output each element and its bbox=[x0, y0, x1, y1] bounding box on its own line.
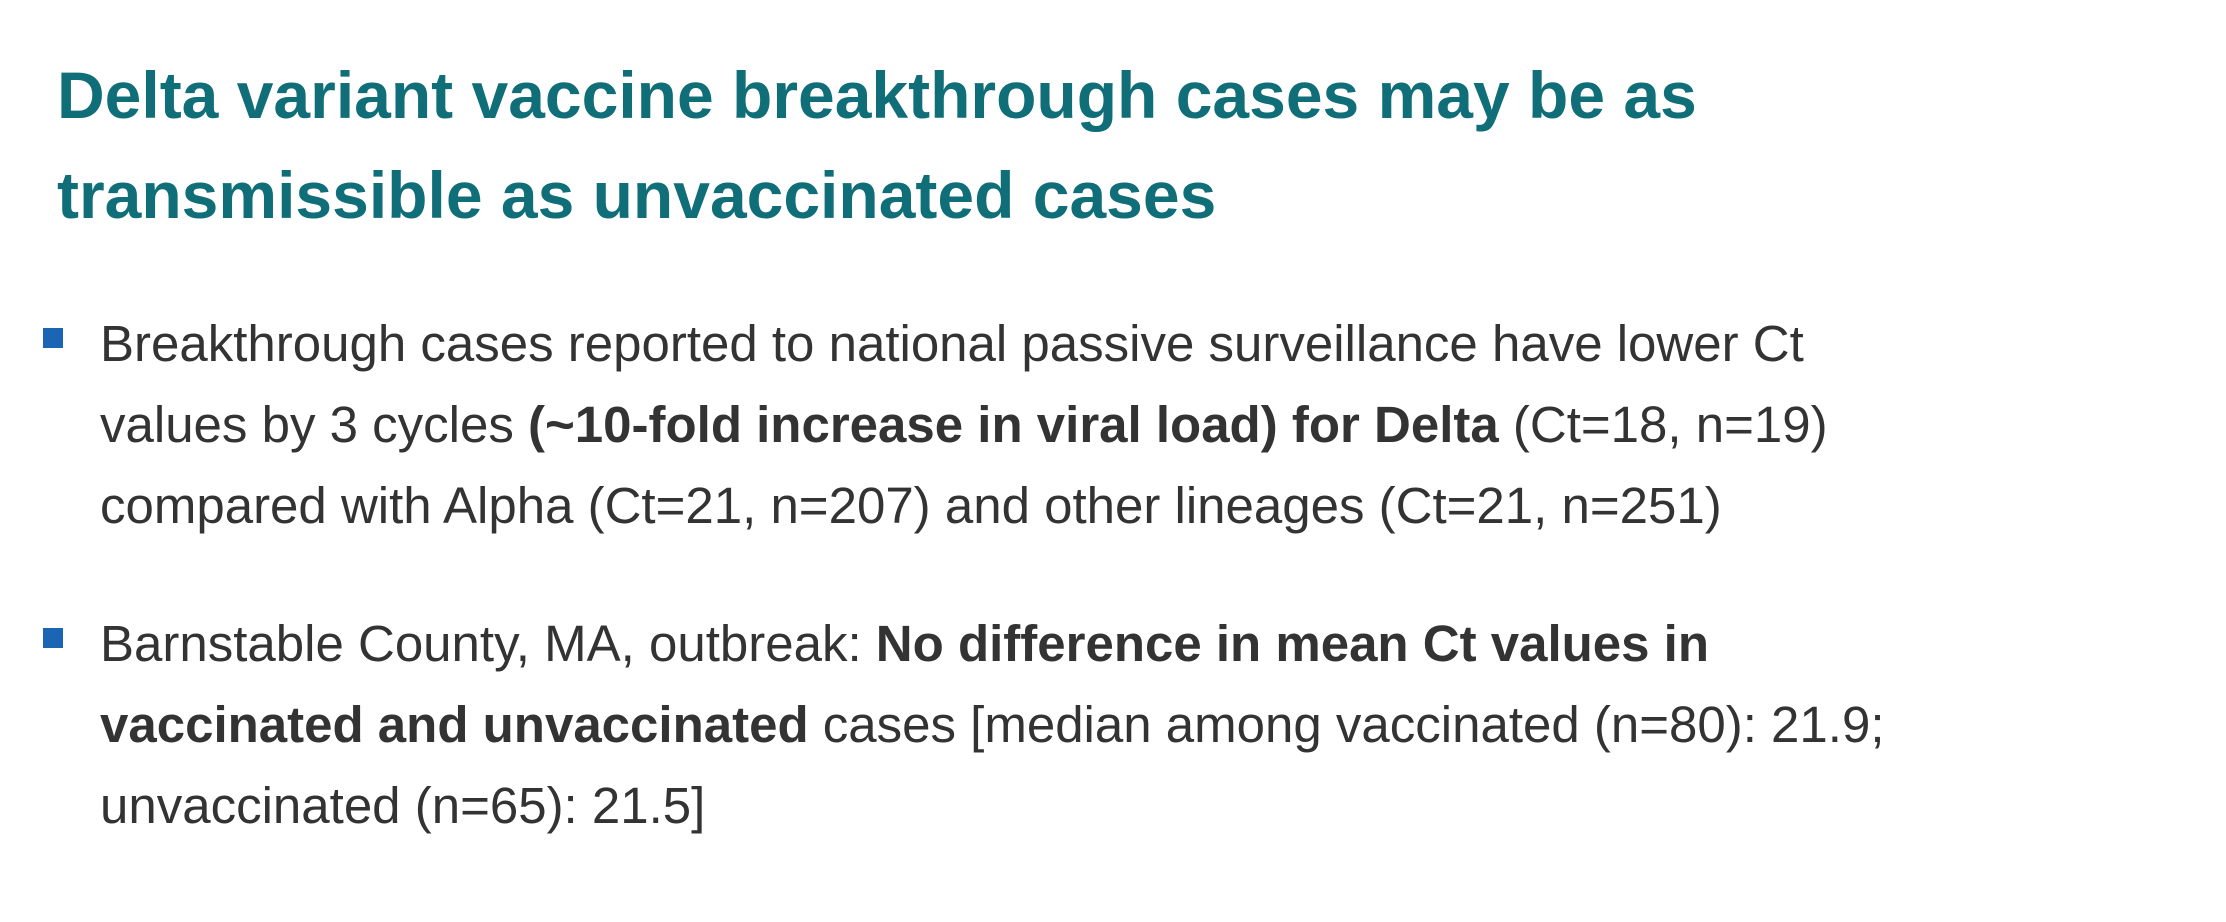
bullet-text-line: unvaccinated (n=65): 21.5] bbox=[100, 780, 705, 831]
bullet-marker bbox=[43, 328, 63, 348]
text-run: values by 3 cycles bbox=[100, 396, 529, 453]
bullet-text-line: Breakthrough cases reported to national … bbox=[100, 318, 1804, 369]
bullet-text-line: compared with Alpha (Ct=21, n=207) and o… bbox=[100, 480, 1722, 531]
text-run: cases [median among vaccinated (n=80): 2… bbox=[808, 696, 1885, 753]
text-run: Barnstable County, MA, outbreak: bbox=[100, 615, 876, 672]
text-run: Breakthrough cases reported to national … bbox=[100, 315, 1804, 372]
bullet-text-line: values by 3 cycles (~10-fold increase in… bbox=[100, 399, 1828, 450]
text-run: (Ct=18, n=19) bbox=[1498, 396, 1828, 453]
bullet-marker bbox=[43, 628, 63, 648]
bullet-text-line: vaccinated and unvaccinated cases [media… bbox=[100, 699, 1885, 750]
bold-text: No difference in mean Ct values in bbox=[875, 615, 1710, 672]
slide-title-line: Delta variant vaccine breakthrough cases… bbox=[57, 58, 1697, 132]
bold-text: (~10-fold increase in viral load) for De… bbox=[528, 396, 1499, 453]
text-run: unvaccinated (n=65): 21.5] bbox=[100, 777, 706, 834]
bullet-text-line: Barnstable County, MA, outbreak: No diff… bbox=[100, 618, 1709, 669]
text-run: compared with Alpha (Ct=21, n=207) and o… bbox=[100, 477, 1722, 534]
slide-title-line: transmissible as unvaccinated cases bbox=[57, 158, 1217, 232]
bold-text: vaccinated and unvaccinated bbox=[100, 696, 809, 753]
